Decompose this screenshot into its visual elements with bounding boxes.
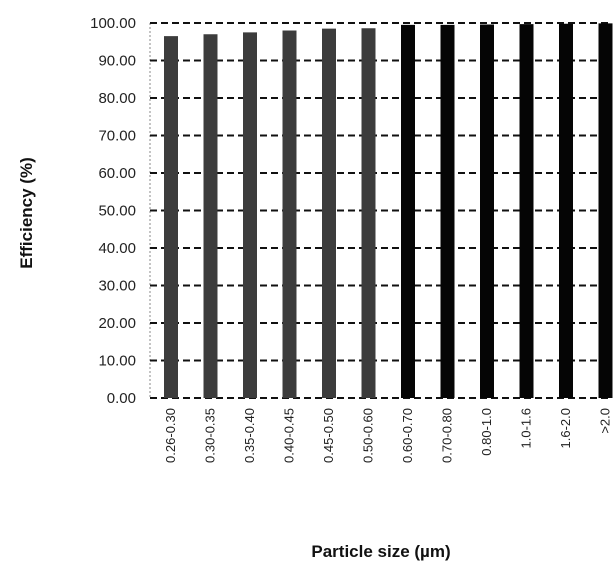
- x-tick-label: 0.35-0.40: [242, 408, 257, 463]
- x-tick-label: 0.60-0.70: [400, 408, 415, 463]
- y-tick-label: 40.00: [98, 240, 136, 257]
- y-tick-label: 50.00: [98, 203, 136, 220]
- bar: [480, 24, 494, 398]
- x-tick-label: 1.0-1.6: [519, 408, 534, 448]
- y-tick-label: 80.00: [98, 90, 136, 107]
- x-tick-label: 1.6-2.0: [558, 408, 573, 448]
- y-axis-title: Efficiency (%): [17, 157, 36, 268]
- x-axis-title: Particle size (µm): [311, 542, 450, 561]
- bar: [243, 32, 257, 398]
- x-tick-label: 0.45-0.50: [321, 408, 336, 463]
- x-tick-label: 0.50-0.60: [361, 408, 376, 463]
- bar: [519, 24, 534, 398]
- bar: [164, 36, 178, 398]
- x-tick-labels: 0.26-0.30 0.30-0.35 0.35-0.40 0.40-0.45 0.45…: [163, 408, 613, 463]
- bar: [282, 30, 297, 398]
- bar: [361, 28, 376, 398]
- y-tick-labels: 0.00 10.00 20.00 30.00 40.00 50.00 60.00 70.00 8…: [90, 15, 136, 407]
- x-tick-label: 0.80-1.0: [479, 408, 494, 456]
- bar-series: [164, 23, 613, 398]
- x-tick-label: >2.0: [598, 408, 613, 434]
- gridlines: [149, 22, 612, 399]
- bar: [401, 24, 415, 398]
- y-tick-label: 10.00: [98, 353, 136, 370]
- bar: [598, 23, 613, 398]
- bar: [559, 23, 573, 398]
- x-tick-label: 0.30-0.35: [203, 408, 218, 463]
- y-tick-label: 30.00: [98, 278, 136, 295]
- y-tick-label: 0.00: [107, 390, 136, 407]
- y-tick-label: 100.00: [90, 15, 136, 32]
- bar: [440, 24, 455, 398]
- x-tick-label: 0.40-0.45: [282, 408, 297, 463]
- x-tick-label: 0.26-0.30: [163, 408, 178, 463]
- y-tick-label: 70.00: [98, 128, 136, 145]
- bar: [322, 28, 336, 398]
- y-tick-label: 60.00: [98, 165, 136, 182]
- bar: [203, 34, 218, 398]
- x-tick-label: 0.70-0.80: [440, 408, 455, 463]
- y-tick-label: 20.00: [98, 315, 136, 332]
- y-tick-label: 90.00: [98, 53, 136, 70]
